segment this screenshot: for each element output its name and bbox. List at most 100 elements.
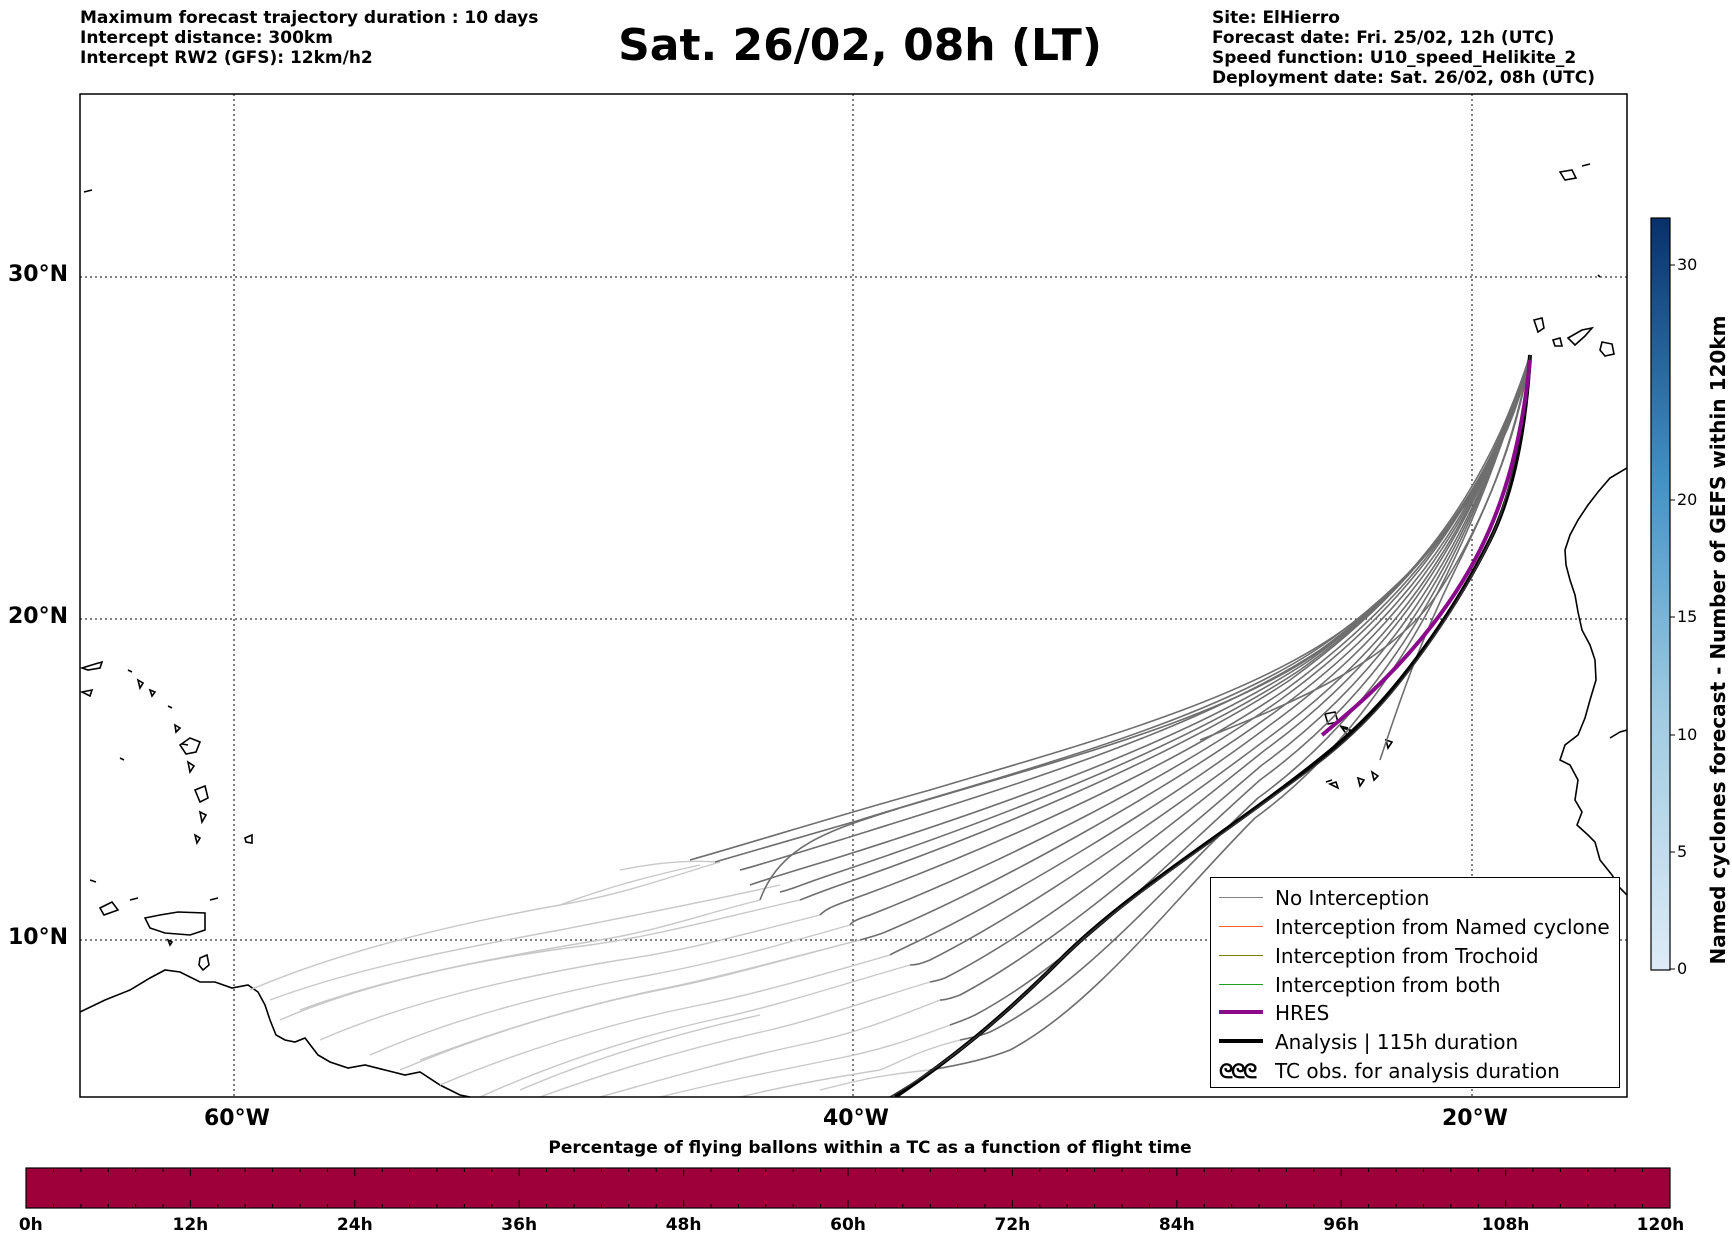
coast-island-13 <box>193 833 202 846</box>
ensemble-trajectories-faded <box>249 860 961 1097</box>
coast-madeira <box>1532 317 1545 334</box>
coast-capeverde-7 <box>1370 770 1380 782</box>
coast-azores-1 <box>1558 169 1578 181</box>
coast-island-3 <box>127 669 133 673</box>
coast-capeverde-6 <box>1356 776 1366 788</box>
coast-capeverde-8 <box>1327 780 1340 790</box>
legend-swatch-orange <box>1219 926 1263 927</box>
coast-canary-1 <box>1551 337 1564 347</box>
colorbar-gefs <box>1650 217 1671 971</box>
legend-item-tc-obs: ᘓᘓᘓ TC obs. for analysis duration <box>1211 1057 1619 1085</box>
coast-island-22 <box>83 189 93 193</box>
bar-tick-label: 24h <box>336 1215 373 1235</box>
lon-label-40w: 40°W <box>823 1106 889 1131</box>
lat-label-20: 20°N <box>8 604 69 629</box>
legend-label: Analysis | 115h duration <box>1275 1030 1519 1054</box>
bar-tick-label: 60h <box>830 1215 866 1235</box>
coast-island-8 <box>181 743 189 746</box>
lat-label-10: 10°N <box>8 925 69 950</box>
header-line-site: Site: ElHierro <box>1212 8 1340 28</box>
legend-item-no-interception: No Interception <box>1211 884 1619 912</box>
coast-island-15 <box>119 757 125 761</box>
bar-tick-label: 0h <box>18 1215 43 1235</box>
header-line-duration: Maximum forecast trajectory duration : 1… <box>80 8 539 28</box>
legend-item-hres: HRES <box>1211 999 1619 1027</box>
colorbar-tick-30: 30 <box>1677 255 1698 274</box>
hres-trajectory <box>1320 359 1532 737</box>
colorbar-tick-10: 10 <box>1677 725 1698 744</box>
coast-africa <box>1559 467 1627 896</box>
colorbar-tick-5: 5 <box>1677 842 1688 861</box>
legend-item-both: Interception from both <box>1211 971 1619 999</box>
lon-label-60w: 60°W <box>204 1106 270 1131</box>
legend-label: TC obs. for analysis duration <box>1275 1059 1560 1083</box>
colorbar-tick-0: 0 <box>1677 959 1688 978</box>
coast-capeverde-4 <box>1384 738 1394 750</box>
bar-tick-label: 108h <box>1481 1215 1530 1235</box>
coast-island-9 <box>178 737 202 755</box>
bottom-bar-title: Percentage of flying ballons within a TC… <box>548 1138 1192 1158</box>
legend-swatch-black <box>1219 1039 1263 1043</box>
tc-symbol-icon: ᘓᘓᘓ <box>1219 1059 1257 1083</box>
analysis-trajectory-ensemble <box>889 354 1531 1097</box>
bar-tick-label: 72h <box>994 1215 1031 1235</box>
coast-island-18 <box>129 897 139 901</box>
coast-island-19 <box>143 911 206 936</box>
coast-island-20 <box>209 897 219 901</box>
legend-label: No Interception <box>1275 886 1430 910</box>
bottom-bar-ticks <box>25 1168 1671 1208</box>
coast-island-12 <box>198 810 208 825</box>
coast-island-6 <box>167 705 173 709</box>
legend-item-named-cyclone: Interception from Named cyclone <box>1211 913 1619 941</box>
legend-swatch-green <box>1219 984 1263 985</box>
header-line-rw2: Intercept RW2 (GFS): 12km/h2 <box>80 48 373 68</box>
coast-island-1 <box>80 660 104 671</box>
coast-island-11 <box>193 784 209 804</box>
coast-azores-2 <box>1581 163 1591 167</box>
legend-label: Interception from Trochoid <box>1275 944 1539 968</box>
colorbar-ticks <box>1670 264 1675 970</box>
coast-island-5 <box>148 688 157 698</box>
coast-island-14 <box>244 833 253 844</box>
header-line-forecast-date: Forecast date: Fri. 25/02, 12h (UTC) <box>1212 28 1555 48</box>
bar-tick-label: 36h <box>501 1215 538 1235</box>
coast-capeverde-5 <box>1325 779 1333 783</box>
bar-tick-label: 120h <box>1636 1215 1685 1235</box>
header-left: Maximum forecast trajectory duration : 1… <box>80 8 538 68</box>
coast-capeverde-2 <box>1339 725 1349 729</box>
coast-south-america <box>80 969 471 1097</box>
coast-island-10 <box>186 760 196 775</box>
map-border <box>79 93 1628 1098</box>
bar-tick-label: 84h <box>1158 1215 1195 1235</box>
header-line-deployment-date: Deployment date: Sat. 26/02, 08h (UTC) <box>1212 68 1596 88</box>
coast-canary-3 <box>1599 341 1615 357</box>
legend-label: Interception from both <box>1275 973 1501 997</box>
coast-island-17 <box>98 900 120 916</box>
bar-tick-label: 48h <box>665 1215 702 1235</box>
coast-island-21 <box>166 938 174 947</box>
lon-label-20w: 20°W <box>1442 1106 1508 1131</box>
colorbar-tick-20: 20 <box>1677 490 1698 509</box>
bar-tick-label: 12h <box>172 1215 209 1235</box>
lat-label-30: 30°N <box>8 262 69 287</box>
header-line-distance: Intercept distance: 300km <box>80 28 333 48</box>
legend-label: HRES <box>1275 1001 1330 1025</box>
coast-island-atl <box>1597 274 1601 278</box>
coast-island-2 <box>80 688 94 698</box>
legend-item-trochoid: Interception from Trochoid <box>1211 942 1619 970</box>
coast-trinidad <box>198 953 210 972</box>
map-legend: No Interception Interception from Named … <box>1210 877 1620 1088</box>
coastlines <box>80 163 1627 1097</box>
coast-island-16 <box>89 879 97 883</box>
main-title: Sat. 26/02, 08h (LT) <box>618 20 1102 71</box>
legend-label: Interception from Named cyclone <box>1275 915 1610 939</box>
legend-swatch-grey <box>1219 897 1263 898</box>
colorbar-tick-15: 15 <box>1677 607 1698 626</box>
coast-canary-2 <box>1566 326 1595 347</box>
coast-africa-2 <box>1609 729 1627 739</box>
header-line-speed-function: Speed function: U10_speed_Helikite_2 <box>1212 48 1577 68</box>
colorbar-title: Named cyclones forecast - Number of GEFS… <box>1706 315 1730 965</box>
legend-swatch-purple <box>1219 1010 1263 1014</box>
coast-island-4 <box>136 678 145 691</box>
legend-swatch-olive <box>1219 955 1263 956</box>
